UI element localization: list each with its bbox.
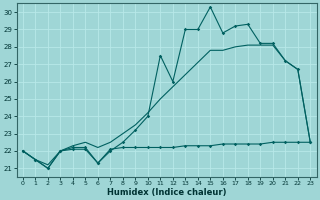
X-axis label: Humidex (Indice chaleur): Humidex (Indice chaleur) [107, 188, 226, 197]
